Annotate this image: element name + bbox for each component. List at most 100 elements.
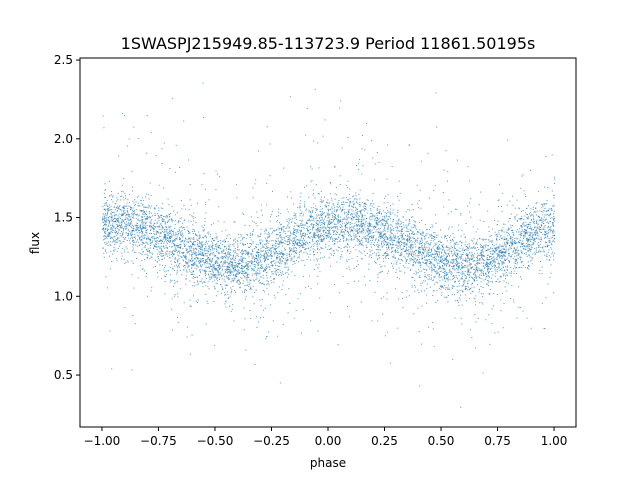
data-point bbox=[103, 216, 105, 218]
data-point bbox=[478, 248, 480, 250]
data-point bbox=[125, 232, 127, 234]
data-point bbox=[413, 233, 414, 235]
data-point bbox=[256, 326, 258, 328]
data-point bbox=[158, 237, 160, 239]
data-point bbox=[226, 269, 228, 271]
data-point bbox=[358, 243, 360, 245]
data-point bbox=[370, 235, 372, 237]
data-point bbox=[361, 243, 363, 245]
data-point bbox=[477, 228, 479, 230]
data-point bbox=[207, 249, 209, 251]
data-point bbox=[225, 269, 227, 271]
data-point bbox=[544, 233, 545, 235]
data-point bbox=[438, 268, 440, 269]
data-point bbox=[261, 276, 263, 278]
data-point bbox=[510, 272, 512, 274]
data-point bbox=[206, 243, 208, 245]
data-point bbox=[111, 261, 113, 262]
data-point bbox=[417, 203, 419, 205]
data-point bbox=[201, 258, 203, 260]
data-point bbox=[134, 205, 136, 207]
data-point bbox=[406, 227, 408, 229]
data-point bbox=[112, 201, 114, 203]
data-point bbox=[289, 303, 291, 304]
data-point bbox=[154, 219, 156, 221]
data-point bbox=[361, 214, 363, 216]
data-point bbox=[382, 240, 384, 242]
data-point bbox=[225, 287, 226, 289]
data-point bbox=[149, 207, 151, 209]
data-point bbox=[108, 219, 110, 221]
data-point bbox=[445, 253, 447, 255]
data-point bbox=[447, 279, 449, 280]
data-point bbox=[104, 238, 106, 240]
data-point bbox=[537, 232, 539, 234]
data-point bbox=[160, 255, 162, 257]
data-point bbox=[182, 259, 184, 261]
data-point bbox=[353, 268, 355, 269]
data-point bbox=[538, 246, 540, 248]
data-point bbox=[202, 230, 204, 232]
data-point bbox=[527, 241, 529, 243]
data-point bbox=[179, 247, 181, 249]
data-point bbox=[394, 236, 396, 238]
data-point bbox=[462, 249, 464, 251]
data-point bbox=[370, 213, 372, 214]
data-point bbox=[370, 236, 372, 237]
data-point bbox=[488, 258, 490, 260]
data-point bbox=[341, 254, 343, 256]
data-point bbox=[519, 231, 521, 233]
data-point bbox=[166, 228, 168, 230]
data-point bbox=[392, 256, 394, 257]
data-point bbox=[341, 147, 343, 149]
data-point bbox=[327, 236, 329, 238]
data-point bbox=[480, 191, 482, 193]
data-point bbox=[361, 223, 363, 224]
data-point bbox=[365, 204, 367, 205]
data-point bbox=[414, 262, 416, 264]
data-point bbox=[275, 247, 277, 249]
data-point bbox=[542, 251, 544, 253]
data-point bbox=[302, 260, 304, 261]
data-point bbox=[521, 175, 523, 177]
data-point bbox=[315, 205, 317, 207]
data-point bbox=[348, 209, 350, 211]
data-point bbox=[412, 231, 414, 233]
data-point bbox=[215, 261, 217, 263]
data-point bbox=[250, 253, 252, 255]
data-point bbox=[454, 265, 456, 267]
data-point bbox=[427, 274, 429, 276]
data-point bbox=[254, 263, 255, 265]
data-point bbox=[437, 268, 439, 270]
data-point bbox=[311, 219, 313, 221]
data-point bbox=[104, 230, 106, 232]
data-point bbox=[441, 270, 443, 272]
data-point bbox=[203, 261, 205, 263]
data-point bbox=[378, 161, 380, 163]
data-point bbox=[136, 225, 137, 227]
data-point bbox=[299, 213, 301, 215]
data-point bbox=[526, 238, 527, 239]
data-point bbox=[239, 282, 241, 284]
data-point bbox=[306, 107, 308, 109]
data-point bbox=[349, 226, 351, 228]
data-point bbox=[487, 269, 489, 271]
data-point bbox=[140, 210, 142, 212]
data-point bbox=[175, 258, 177, 260]
data-point bbox=[550, 217, 551, 219]
data-point bbox=[376, 215, 378, 217]
data-point bbox=[305, 287, 307, 289]
data-point bbox=[191, 247, 192, 249]
data-point bbox=[131, 209, 133, 211]
data-point bbox=[497, 220, 499, 222]
data-point bbox=[192, 260, 193, 262]
data-point bbox=[503, 303, 505, 304]
data-point bbox=[524, 248, 526, 250]
data-point bbox=[196, 255, 198, 256]
data-point bbox=[151, 233, 153, 234]
data-point bbox=[334, 216, 336, 218]
data-point bbox=[265, 338, 267, 340]
data-point bbox=[318, 167, 320, 169]
data-point bbox=[399, 225, 400, 227]
data-point bbox=[236, 255, 238, 256]
